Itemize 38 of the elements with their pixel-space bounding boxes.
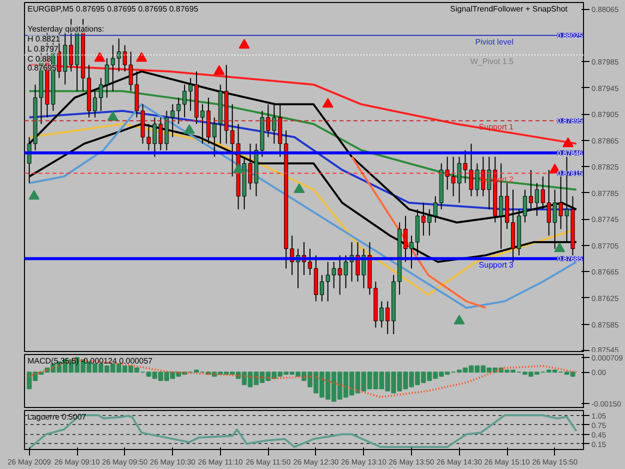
candlestick	[98, 78, 103, 112]
candlestick	[528, 169, 533, 210]
candlestick	[308, 248, 312, 276]
candlestick	[188, 78, 193, 112]
ref-line-label: W_Pivot 1.5	[470, 57, 514, 66]
point	[294, 183, 305, 194]
candlestick	[534, 182, 539, 216]
point	[94, 52, 106, 62]
candlestick	[176, 97, 181, 124]
point	[232, 164, 244, 174]
chart-subtitle: SignalTrendFollower + SnapShot	[450, 4, 568, 14]
point	[238, 38, 250, 49]
line-series	[28, 358, 578, 398]
annotation: L 0.8797	[28, 44, 59, 54]
annotation: 0.87695	[28, 64, 57, 72]
candlestick	[320, 274, 324, 302]
point	[322, 98, 334, 108]
point	[214, 65, 225, 75]
annotation: Yesterday quotations:	[28, 24, 104, 34]
point	[562, 137, 574, 148]
point	[136, 52, 148, 62]
annotation: H 0.8821	[28, 34, 61, 44]
chart-title: Laguerre 0.5007	[28, 412, 87, 422]
ref-line-label: Support 1	[478, 122, 514, 132]
point	[554, 242, 566, 252]
candlestick	[92, 90, 98, 118]
ref-line-label: Support 3	[478, 260, 514, 270]
candlestick	[182, 84, 187, 118]
point	[184, 124, 195, 134]
ref-line-label: Piviot level	[475, 37, 514, 46]
line-series	[28, 414, 578, 450]
point	[107, 111, 118, 121]
point	[28, 190, 40, 200]
point	[454, 314, 465, 324]
annotation: C 0.88	[28, 54, 52, 64]
candlestick	[540, 176, 545, 210]
candlestick	[326, 261, 330, 302]
chart-title: EURGBP,M5 0.87695 0.87695 0.87695 0.87695	[28, 4, 199, 14]
